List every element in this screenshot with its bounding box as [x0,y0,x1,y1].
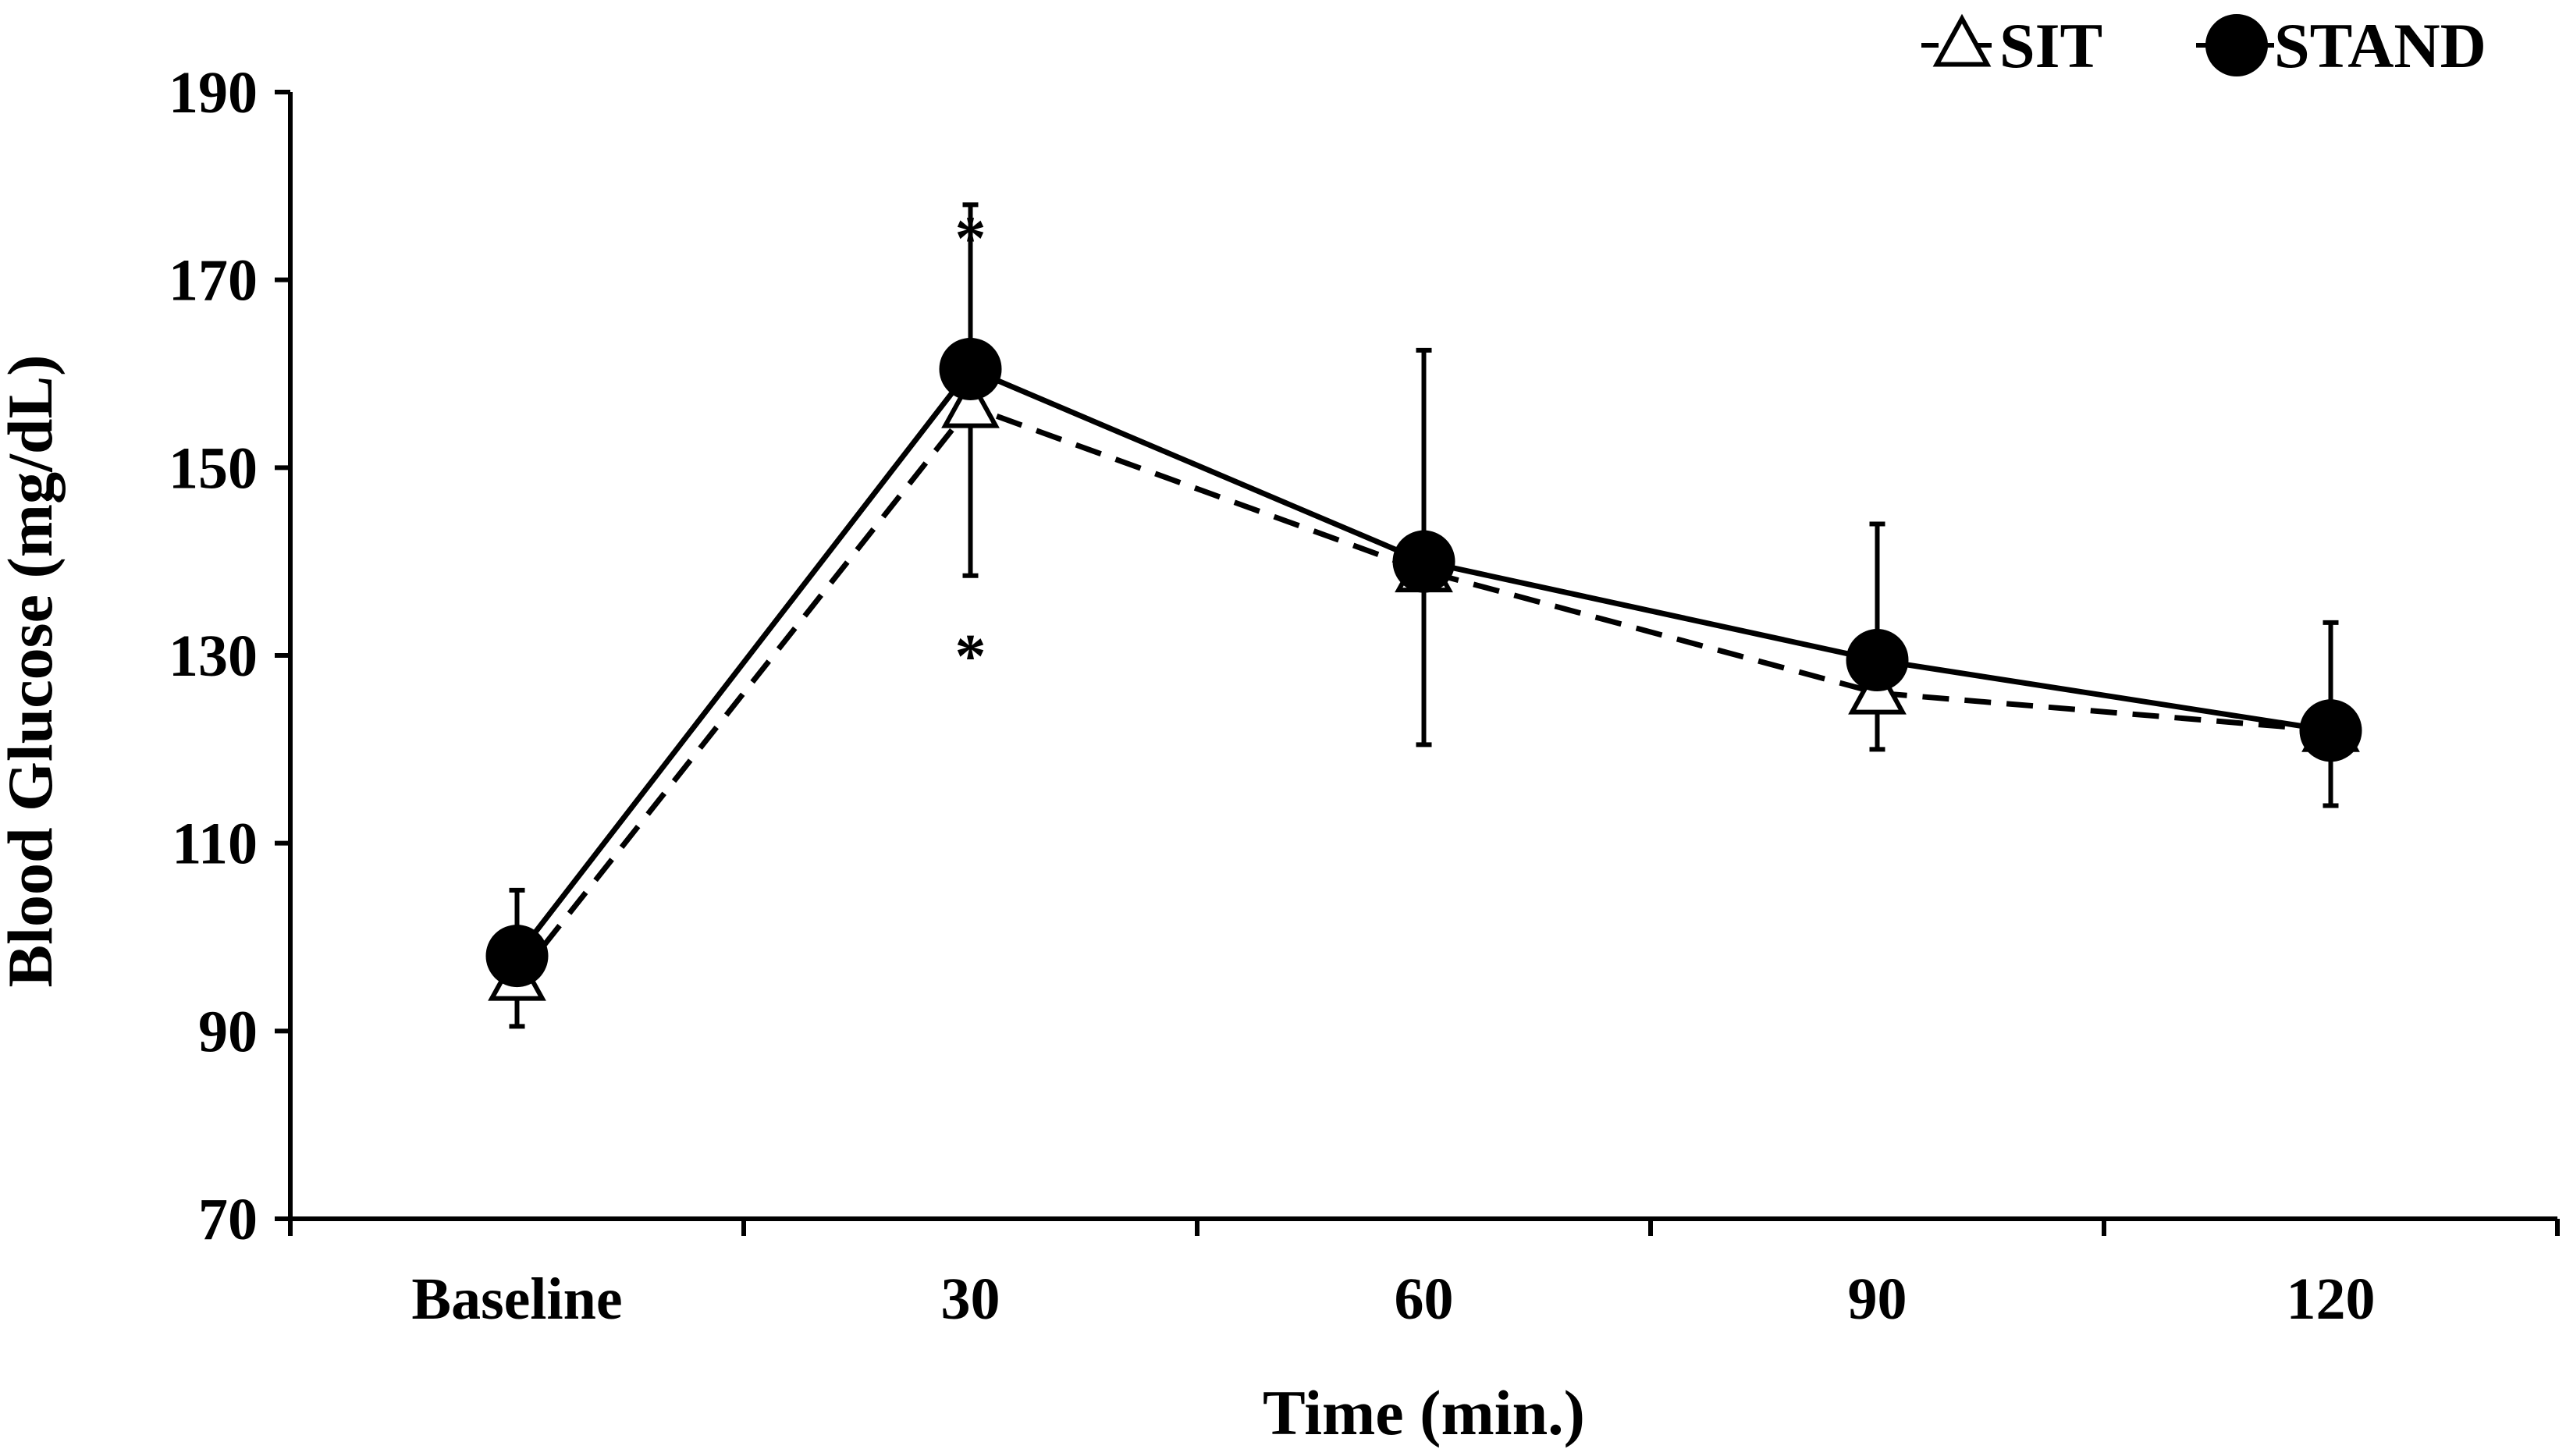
data-point-stand [1392,530,1455,593]
data-point-stand [485,925,549,988]
legend-label-stand: STAND [2274,10,2486,81]
legend-label-sit: SIT [1999,10,2102,81]
tick-labels: 70 90 110 130 150 170 190 Baseline 30 60 90 120 [169,60,2376,1332]
y-tick-label: 70 [198,1187,258,1252]
data-point-sit [941,375,1000,428]
y-tick-label: 150 [169,435,258,501]
y-tick-label: 170 [169,248,258,314]
series-stand [485,202,2362,988]
x-tick-label: Baseline [411,1266,622,1332]
series-layer [485,202,2362,1029]
y-axis-title: Blood Glucose (mg/dL) [0,355,66,988]
data-point-stand [1846,629,1909,692]
significance-asterisk: * [955,623,986,691]
data-point-stand [2299,699,2362,762]
x-tick-label: 90 [1848,1266,1907,1332]
legend-item-sit: SIT [1921,10,2102,81]
y-tick-label: 190 [169,60,258,126]
legend: SIT STAND [1921,10,2486,81]
axes [275,90,2560,1236]
y-tick-label: 110 [172,811,258,877]
x-axis-title: Time (min.) [1263,1377,1585,1448]
y-tick-label: 90 [198,999,258,1064]
x-tick-label: 120 [2287,1266,2376,1332]
x-tick-label: 60 [1395,1266,1454,1332]
y-tick-label: 130 [169,623,258,689]
data-point-stand [939,337,1002,400]
series-line-sit [514,403,2331,982]
legend-item-stand: STAND [2196,10,2486,81]
significance-asterisk: * [955,204,986,273]
legend-marker-stand [2205,14,2268,76]
annotations: ** [955,204,986,691]
legend-marker-sit [1932,13,1992,67]
x-tick-label: 30 [941,1266,1000,1332]
